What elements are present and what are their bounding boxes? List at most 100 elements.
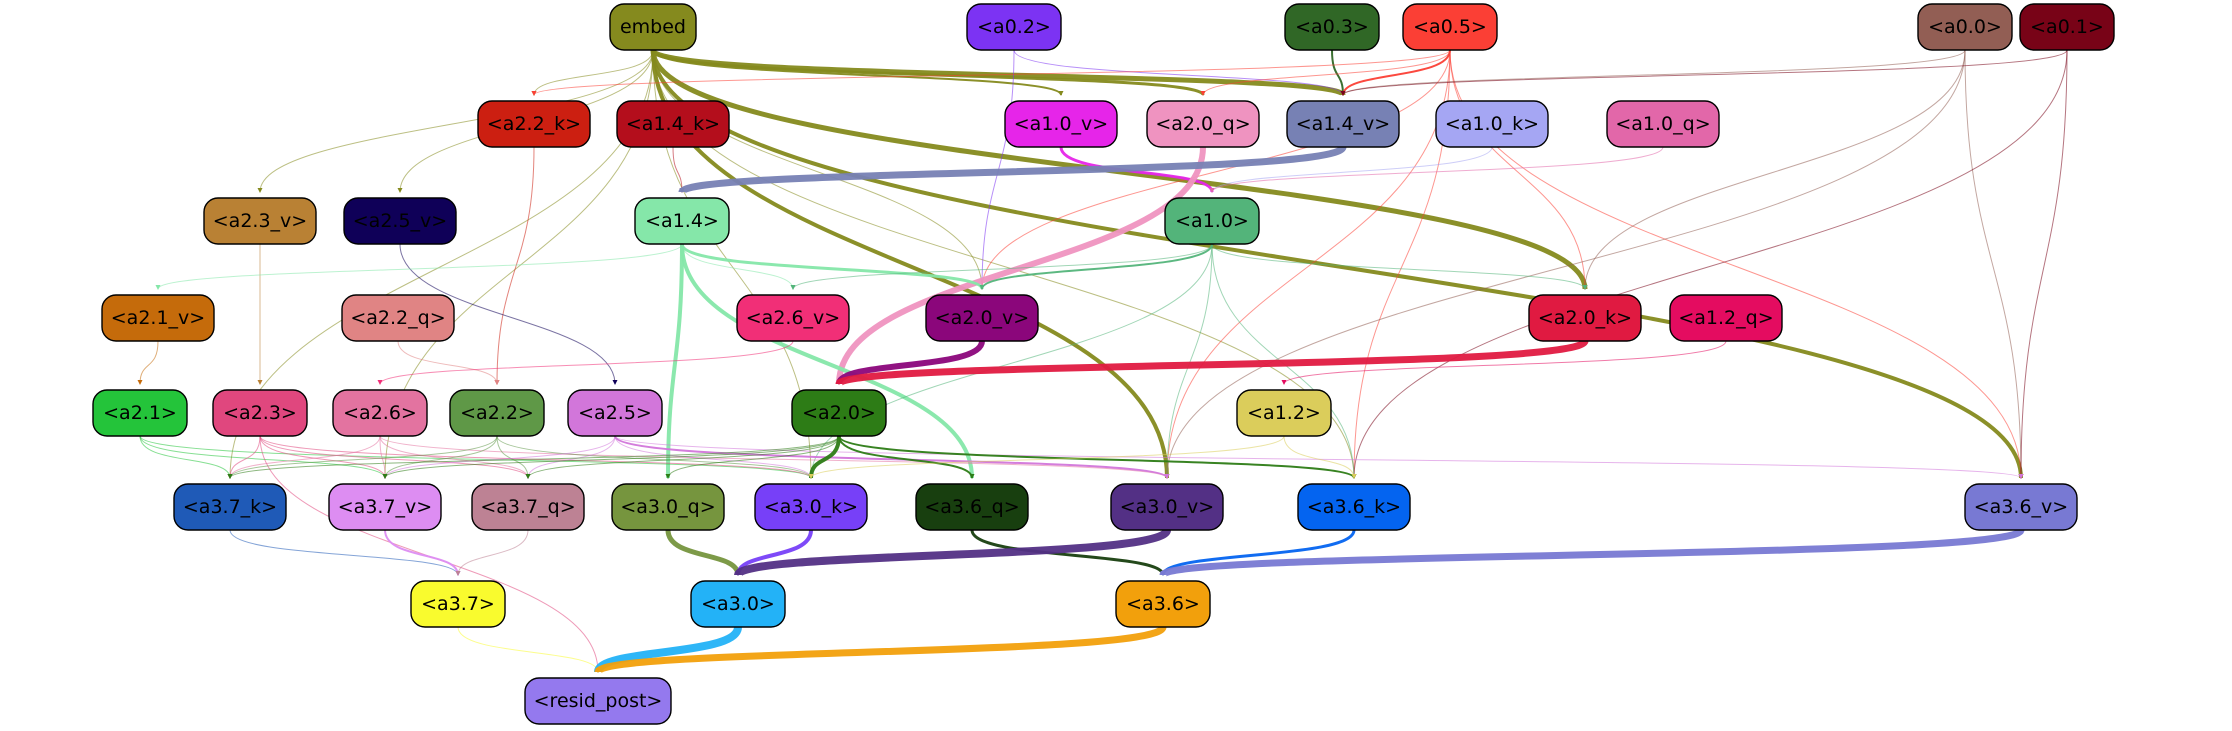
node-box — [1964, 483, 2078, 531]
node-box — [212, 389, 308, 437]
node-box — [341, 294, 455, 342]
node-box — [471, 483, 585, 531]
node-label: <a2.1_v> — [111, 307, 205, 329]
node-label: <a3.0> — [701, 593, 775, 615]
edge-a2_0_v-to-a2_0 — [836, 340, 985, 386]
edge-a2_6_v-to-a2_6 — [377, 340, 794, 385]
edge-a0_1-to-a3_6_v — [2018, 49, 2068, 479]
edge-a1_0_k-to-a1_0 — [1209, 146, 1493, 193]
edge-a2_5-to-a3_0_k — [614, 435, 814, 479]
node-a2-0-q: <a2.0_q> — [1146, 100, 1260, 148]
node-box — [634, 197, 730, 245]
node-a3-7-v: <a3.7_v> — [328, 483, 442, 531]
node-box — [925, 294, 1039, 342]
node-label: <a2.0> — [802, 402, 876, 424]
edge-a2_6-to-a3_7_v — [379, 435, 388, 479]
node-box — [616, 100, 730, 148]
node-a0-5: <a0.5> — [1402, 3, 1498, 51]
edge-a3_7_v-to-a3_7 — [384, 529, 461, 576]
node-embed: embed — [609, 3, 697, 51]
node-box — [1917, 3, 2013, 51]
edge-a2_5-to-a3_0_v — [614, 435, 1170, 479]
edge-a0_5-to-a2_0_q — [1200, 49, 1451, 96]
node-label: <a3.0_q> — [620, 496, 715, 518]
edge-a1_4-to-a3_0_q — [665, 243, 684, 479]
node-a1-0: <a1.0> — [1164, 197, 1260, 245]
node-label: <a3.0_k> — [764, 496, 858, 518]
node-label: <a3.7_k> — [183, 496, 277, 518]
node-a2-3-v: <a2.3_v> — [203, 197, 317, 245]
node-a3-7-k: <a3.7_k> — [173, 483, 287, 531]
edge-a0_5-to-a2_0_v — [979, 49, 1451, 290]
edge-a0_0-to-a1_4_v — [1340, 49, 1966, 96]
edge-embed-to-a2_0_v — [652, 49, 985, 290]
node-a1-4: <a1.4> — [634, 197, 730, 245]
edge-a0_5-to-a2_0_k — [1449, 49, 1588, 290]
edge-a2_1-to-a3_7_k — [139, 435, 233, 479]
node-box — [611, 483, 725, 531]
node-label: <a2.5> — [578, 402, 652, 424]
node-box — [1528, 294, 1642, 342]
node-a0-2: <a0.2> — [966, 3, 1062, 51]
node-label: <a3.7> — [421, 593, 495, 615]
edge-a0_5-to-a2_2_k — [531, 49, 1451, 96]
node-a3-6-q: <a3.6_q> — [915, 483, 1029, 531]
node-a2-6-v: <a2.6_v> — [736, 294, 850, 342]
node-label: <resid_post> — [534, 690, 663, 712]
edge-a1_2-to-a3_0_k — [808, 435, 1285, 479]
edge-a2_1-to-a3_7_v — [139, 435, 388, 479]
node-a2-1-v: <a2.1_v> — [101, 294, 215, 342]
edge-a0_5-to-a3_0_v — [1164, 49, 1451, 479]
edge-a0_1-to-a3_6_k — [1351, 49, 2068, 479]
node-a1-4-k: <a1.4_k> — [616, 100, 730, 148]
node-box — [1164, 197, 1260, 245]
node-label: <a1.4_k> — [626, 113, 720, 135]
edge-embed-to-a1_0_v — [652, 49, 1064, 96]
node-box — [203, 197, 317, 245]
node-label: <a2.2_q> — [350, 307, 445, 329]
edge-a1_4-to-a2_0_v — [680, 243, 985, 290]
node-label: <a2.2> — [460, 402, 534, 424]
edge-a1_0_q-to-a1_0 — [1209, 146, 1664, 193]
node-box — [1284, 3, 1380, 51]
edge-a2_0-to-a3_7_q — [525, 435, 840, 479]
node-box — [477, 100, 591, 148]
node-label: <a1.4_v> — [1296, 113, 1390, 135]
node-box — [791, 389, 887, 437]
edge-a2_2_k-to-a2_2 — [494, 146, 535, 385]
edge-a2_3-to-a3_7_k — [227, 435, 261, 479]
edge-a3_6_q-to-a3_6 — [970, 529, 1166, 576]
edge-a0_3-to-a1_4_v — [1331, 49, 1346, 96]
node-label: <a2.0_q> — [1155, 113, 1250, 135]
edge-a2_2_q-to-a2_2 — [397, 340, 500, 385]
node-a2-2-k: <a2.2_k> — [477, 100, 591, 148]
node-a3-7-q: <a3.7_q> — [471, 483, 585, 531]
node-label: <a3.0_v> — [1120, 496, 1214, 518]
edge-a1_4-to-a2_6_v — [681, 243, 796, 290]
node-a1-2: <a1.2> — [1236, 389, 1332, 437]
node-a3-6-v: <a3.6_v> — [1964, 483, 2078, 531]
node-box — [1004, 100, 1118, 148]
edge-a2_3-to-a3_7_q — [259, 435, 531, 479]
node-box — [1402, 3, 1498, 51]
node-a2-0-k: <a2.0_k> — [1528, 294, 1642, 342]
nodes-layer: embed <a0.2> <a0.3> <a0.5> <a0.0> <a0.1> <a2.2… — [92, 3, 2115, 725]
node-resid-post: <resid_post> — [524, 677, 672, 725]
node-label: <a1.0> — [1175, 210, 1249, 232]
node-a2-0: <a2.0> — [791, 389, 887, 437]
edge-a1_4_v-to-a1_4 — [678, 143, 1347, 196]
edge-a2_2-to-a3_7_k — [227, 435, 498, 479]
node-box — [1669, 294, 1783, 342]
edge-a2_6-to-a3_7_q — [379, 435, 531, 479]
node-label: <a3.7_q> — [480, 496, 575, 518]
node-label: <a0.2> — [977, 16, 1051, 38]
edge-a1_2-to-a3_6_k — [1283, 435, 1357, 479]
node-label: <a0.1> — [2030, 16, 2104, 38]
node-label: <a2.6_v> — [746, 307, 840, 329]
edge-a2_5-to-a3_7_v — [382, 435, 616, 479]
node-a1-0-q: <a1.0_q> — [1606, 100, 1720, 148]
node-label: <a2.5_v> — [353, 210, 447, 232]
edge-a1_0-to-a2_6_v — [790, 243, 1213, 290]
node-a3-7: <a3.7> — [410, 580, 506, 628]
